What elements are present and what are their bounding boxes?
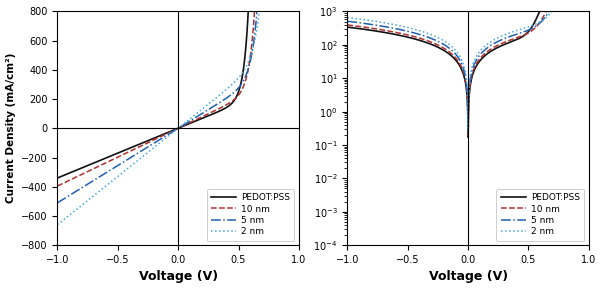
2 nm [165, 134, 172, 138]
PEDOT:PSS [534, 14, 541, 18]
2 nm [171, 129, 178, 133]
PEDOT:PSS [455, 62, 462, 65]
5 nm [464, 130, 471, 133]
10 nm [461, 75, 468, 79]
X-axis label: Voltage (V): Voltage (V) [429, 271, 507, 284]
2 nm [344, 16, 351, 19]
10 nm [534, 23, 541, 27]
5 nm [165, 133, 172, 136]
2 nm [455, 52, 462, 56]
PEDOT:PSS [171, 128, 178, 131]
2 nm [461, 68, 468, 71]
5 nm [534, 23, 541, 27]
2 nm [534, 21, 541, 25]
2 nm [54, 223, 61, 227]
Line: 2 nm: 2 nm [347, 0, 589, 128]
Y-axis label: Current Density (mA/cm²): Current Density (mA/cm²) [5, 53, 16, 203]
10 nm [171, 128, 178, 131]
Line: 10 nm: 10 nm [57, 0, 299, 186]
PEDOT:PSS [66, 171, 73, 175]
PEDOT:PSS [344, 25, 351, 29]
5 nm [66, 193, 73, 197]
10 nm [165, 131, 172, 135]
5 nm [461, 72, 468, 75]
10 nm [344, 23, 351, 27]
Line: 5 nm: 5 nm [347, 0, 589, 131]
10 nm [356, 25, 364, 28]
5 nm [244, 69, 251, 73]
10 nm [455, 60, 462, 63]
Legend: PEDOT:PSS, 10 nm, 5 nm, 2 nm: PEDOT:PSS, 10 nm, 5 nm, 2 nm [497, 189, 585, 241]
Line: 10 nm: 10 nm [347, 0, 589, 135]
10 nm [464, 134, 471, 137]
Line: PEDOT:PSS: PEDOT:PSS [57, 0, 299, 178]
5 nm [344, 19, 351, 23]
2 nm [356, 17, 364, 21]
2 nm [464, 126, 471, 129]
5 nm [171, 129, 178, 132]
PEDOT:PSS [464, 136, 471, 139]
Legend: PEDOT:PSS, 10 nm, 5 nm, 2 nm: PEDOT:PSS, 10 nm, 5 nm, 2 nm [206, 189, 294, 241]
Line: 5 nm: 5 nm [57, 0, 299, 203]
5 nm [455, 56, 462, 60]
10 nm [54, 184, 61, 188]
10 nm [244, 71, 251, 74]
PEDOT:PSS [356, 27, 364, 30]
PEDOT:PSS [461, 77, 468, 81]
2 nm [244, 62, 251, 66]
2 nm [66, 213, 73, 217]
X-axis label: Voltage (V): Voltage (V) [138, 271, 218, 284]
PEDOT:PSS [165, 131, 172, 134]
5 nm [356, 21, 364, 25]
5 nm [54, 201, 61, 205]
10 nm [66, 178, 73, 182]
Line: PEDOT:PSS: PEDOT:PSS [347, 0, 589, 137]
PEDOT:PSS [244, 22, 251, 25]
Line: 2 nm: 2 nm [57, 0, 299, 225]
PEDOT:PSS [54, 176, 61, 180]
